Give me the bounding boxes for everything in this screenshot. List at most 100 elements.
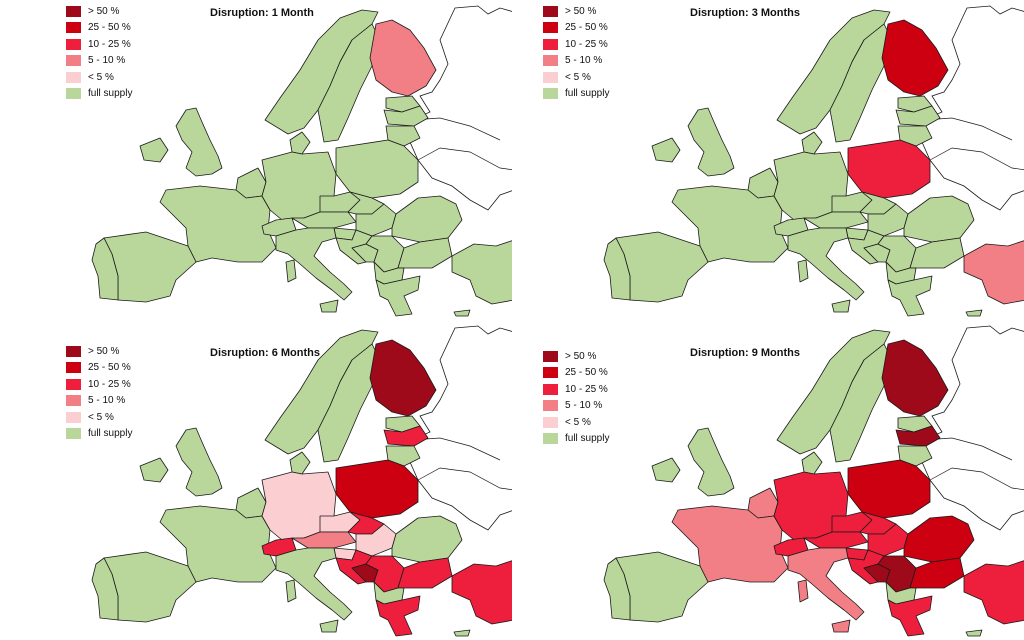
united-kingdom	[687, 107, 735, 177]
legend: > 50 % 25 - 50 % 10 - 25 % 5 - 10 % < 5 % ful…	[543, 348, 609, 447]
legend-swatch	[543, 55, 558, 67]
latvia	[383, 425, 429, 447]
legend-item: 25 - 50 %	[543, 365, 609, 382]
legend-item: > 50 %	[543, 348, 609, 365]
legend-label: full supply	[88, 428, 133, 440]
legend-item: < 5 %	[543, 414, 609, 431]
legend-swatch	[66, 88, 81, 100]
legend-label: full supply	[88, 88, 133, 100]
romania	[391, 195, 463, 243]
legend-label: 10 - 25 %	[88, 378, 131, 390]
finland	[369, 339, 437, 417]
legend-label: 10 - 25 %	[565, 38, 608, 50]
europe-map	[603, 5, 1024, 317]
legend-label: < 5 %	[88, 71, 114, 83]
legend-label: < 5 %	[88, 411, 114, 423]
legend-item: 10 - 25 %	[543, 36, 609, 53]
turkey	[451, 560, 512, 625]
france	[159, 185, 277, 263]
legend-label: > 50 %	[88, 345, 120, 357]
legend-item: 25 - 50 %	[66, 360, 132, 377]
legend-item: full supply	[543, 86, 609, 103]
finland	[881, 339, 949, 417]
legend-item: 10 - 25 %	[66, 376, 132, 393]
legend-swatch	[543, 433, 558, 445]
lithuania	[385, 125, 421, 147]
ireland	[139, 457, 169, 483]
legend-item: < 5 %	[66, 69, 132, 86]
united-kingdom	[687, 427, 735, 497]
legend-label: 25 - 50 %	[88, 362, 131, 374]
portugal	[91, 557, 119, 621]
legend-label: 10 - 25 %	[565, 383, 608, 395]
romania	[903, 195, 975, 243]
legend-swatch	[66, 5, 81, 17]
legend-item: 5 - 10 %	[543, 53, 609, 70]
cyprus	[453, 629, 471, 637]
legend-swatch	[543, 367, 558, 379]
map-panel-1: Disruption: 1 Month > 50 % 25 - 50 % 10 - …	[0, 0, 512, 320]
legend-item: 5 - 10 %	[543, 398, 609, 415]
legend-label: 25 - 50 %	[565, 22, 608, 34]
ireland	[139, 137, 169, 163]
legend-item: 5 - 10 %	[66, 53, 132, 70]
sicily	[831, 299, 851, 313]
legend-label: < 5 %	[565, 71, 591, 83]
legend-label: 5 - 10 %	[88, 55, 126, 67]
legend-swatch	[66, 428, 81, 440]
panel-title: Disruption: 6 Months	[210, 347, 320, 359]
map-panel-2: Disruption: 3 Months > 50 % 25 - 50 % 10 -…	[512, 0, 1024, 320]
finland	[881, 19, 949, 97]
italy	[275, 547, 353, 621]
ireland	[651, 137, 681, 163]
portugal	[603, 237, 631, 301]
italy	[787, 227, 865, 301]
legend-swatch	[66, 378, 81, 390]
legend-label: > 50 %	[565, 350, 597, 362]
bulgaria	[909, 237, 965, 269]
latvia	[895, 425, 941, 447]
sardinia	[797, 579, 809, 603]
sicily	[319, 619, 339, 633]
legend-item: < 5 %	[543, 69, 609, 86]
cyprus	[453, 309, 471, 317]
romania	[903, 515, 975, 563]
legend-item: 25 - 50 %	[66, 20, 132, 37]
map-panel-4: Disruption: 9 Months > 50 % 25 - 50 % 10 -…	[512, 320, 1024, 640]
legend-swatch	[543, 88, 558, 100]
ireland	[651, 457, 681, 483]
sardinia	[797, 259, 809, 283]
greece	[887, 275, 933, 317]
lithuania	[897, 445, 933, 467]
poland	[847, 139, 931, 199]
europe-map	[603, 325, 1024, 637]
legend-swatch	[543, 71, 558, 83]
russia-region	[921, 325, 1024, 531]
legend-item: 10 - 25 %	[66, 36, 132, 53]
lithuania	[897, 125, 933, 147]
romania	[391, 515, 463, 563]
panel-title: Disruption: 1 Month	[210, 7, 314, 19]
legend-item: < 5 %	[66, 409, 132, 426]
legend-item: > 50 %	[543, 3, 609, 20]
legend-label: < 5 %	[565, 416, 591, 428]
russia-region	[409, 325, 512, 531]
bulgaria	[397, 237, 453, 269]
legend-label: 5 - 10 %	[565, 400, 603, 412]
legend-swatch	[66, 411, 81, 423]
legend-item: > 50 %	[66, 3, 132, 20]
panel-title: Disruption: 3 Months	[690, 7, 800, 19]
turkey	[963, 240, 1024, 305]
legend-swatch	[543, 383, 558, 395]
bulgaria	[909, 557, 965, 589]
legend-swatch	[543, 400, 558, 412]
legend: > 50 % 25 - 50 % 10 - 25 % 5 - 10 % < 5 % ful…	[543, 3, 609, 102]
turkey	[451, 240, 512, 305]
legend: > 50 % 25 - 50 % 10 - 25 % 5 - 10 % < 5 % ful…	[66, 3, 132, 102]
lithuania	[385, 445, 421, 467]
sicily	[319, 299, 339, 313]
denmark	[289, 131, 311, 155]
bulgaria	[397, 557, 453, 589]
italy	[275, 227, 353, 301]
greece	[375, 275, 421, 317]
